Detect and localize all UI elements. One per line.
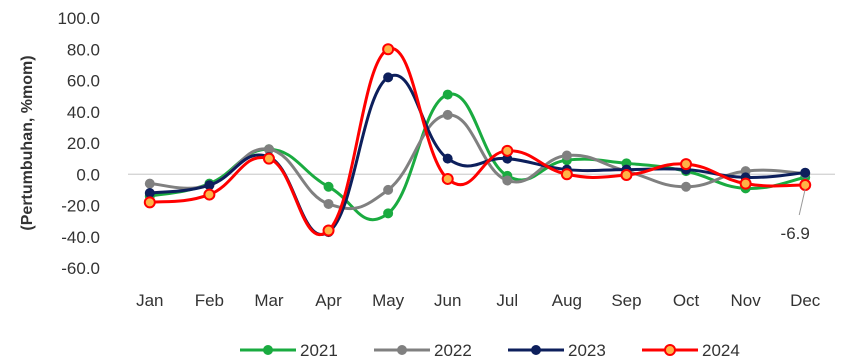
legend-label: 2023 xyxy=(568,341,606,360)
x-tick-label: Aug xyxy=(552,291,582,310)
data-point xyxy=(680,158,693,171)
y-tick-label: 60.0 xyxy=(67,72,100,91)
x-tick-label: Oct xyxy=(673,291,700,310)
x-tick-label: Jul xyxy=(496,291,518,310)
y-tick-label: -40.0 xyxy=(61,228,100,247)
y-tick-label: 100.0 xyxy=(57,9,100,28)
data-point xyxy=(383,208,394,219)
data-point xyxy=(800,167,811,178)
x-tick-label: Mar xyxy=(254,291,284,310)
legend-label: 2024 xyxy=(702,341,740,360)
data-point xyxy=(383,184,394,195)
data-point xyxy=(322,224,335,237)
data-point xyxy=(442,109,453,120)
legend-item-2022: 2022 xyxy=(374,341,472,360)
data-point xyxy=(323,181,334,192)
y-axis-ticks: 100.0 80.0 60.0 40.0 20.0 0.0 -20.0 -40.0 -60.0 xyxy=(57,9,100,278)
legend-swatch-marker xyxy=(397,345,407,355)
data-point xyxy=(501,144,514,157)
data-point xyxy=(560,168,573,181)
y-tick-label: -60.0 xyxy=(61,259,100,278)
x-tick-label: Dec xyxy=(790,291,821,310)
x-axis-ticks: Jan Feb Mar Apr May Jun Jul Aug Sep Oct Nov Dec xyxy=(136,291,821,310)
data-point xyxy=(204,180,215,191)
data-point xyxy=(620,169,633,182)
x-tick-label: Nov xyxy=(731,291,762,310)
data-point xyxy=(442,153,453,164)
annotation-leader xyxy=(798,188,806,216)
data-point xyxy=(681,181,692,192)
data-point xyxy=(383,72,394,83)
data-point xyxy=(143,196,156,209)
y-tick-label: 0.0 xyxy=(76,165,100,184)
data-point xyxy=(144,188,155,198)
data-point xyxy=(382,43,395,56)
x-tick-label: Jun xyxy=(434,291,461,310)
y-tick-label: 80.0 xyxy=(67,40,100,59)
data-point xyxy=(441,172,454,185)
data-point xyxy=(323,198,334,209)
data-point xyxy=(799,179,812,192)
data-point xyxy=(561,150,572,161)
legend-item-2024: 2024 xyxy=(642,341,740,360)
series-layer xyxy=(143,43,812,238)
data-point xyxy=(502,175,513,186)
legend-label: 2021 xyxy=(300,341,338,360)
annotation-label: -6.9 xyxy=(781,224,810,243)
series-2024 xyxy=(143,43,812,237)
y-tick-label: -20.0 xyxy=(61,197,100,216)
x-tick-label: Feb xyxy=(195,291,224,310)
legend-swatch-marker xyxy=(531,345,541,355)
x-tick-label: Apr xyxy=(315,291,342,310)
series-2021 xyxy=(144,89,811,222)
data-point xyxy=(442,89,453,100)
data-point xyxy=(203,188,216,201)
data-point xyxy=(262,152,275,165)
x-tick-label: Jan xyxy=(136,291,163,310)
y-tick-label: 20.0 xyxy=(67,134,100,153)
data-point xyxy=(144,178,155,189)
legend-label: 2022 xyxy=(434,341,472,360)
x-tick-label: Sep xyxy=(611,291,641,310)
legend-item-2023: 2023 xyxy=(508,341,606,360)
x-tick-label: May xyxy=(372,291,405,310)
legend-item-2021: 2021 xyxy=(240,341,338,360)
legend-swatch-marker xyxy=(664,344,676,356)
data-point xyxy=(739,177,752,190)
series-2023 xyxy=(144,72,811,238)
legend-swatch-marker xyxy=(263,345,273,355)
legend: 2021 2022 2023 2024 xyxy=(240,341,740,360)
y-axis-label: (Pertumbuhan, %mom) xyxy=(19,55,36,230)
annotation-layer: -6.9 xyxy=(781,188,810,243)
y-tick-label: 40.0 xyxy=(67,103,100,122)
